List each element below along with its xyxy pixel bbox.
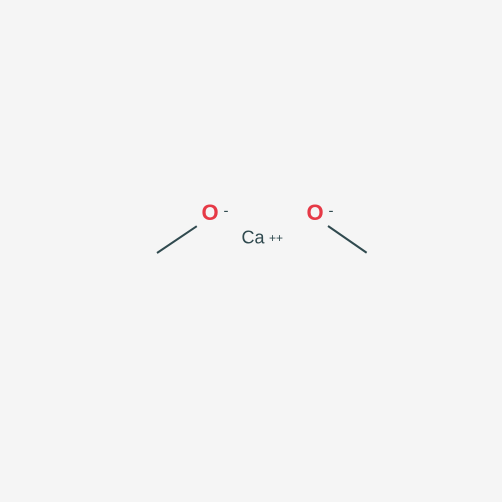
calcium-ion: Ca: [241, 228, 264, 249]
oxygen-atom: O: [306, 200, 323, 226]
bond: [327, 225, 367, 254]
calcium-charge: ++: [269, 231, 283, 245]
charge-label: -: [329, 203, 334, 220]
charge-label: -: [224, 203, 229, 220]
bond: [156, 225, 197, 254]
oxygen-atom: O: [201, 200, 218, 226]
